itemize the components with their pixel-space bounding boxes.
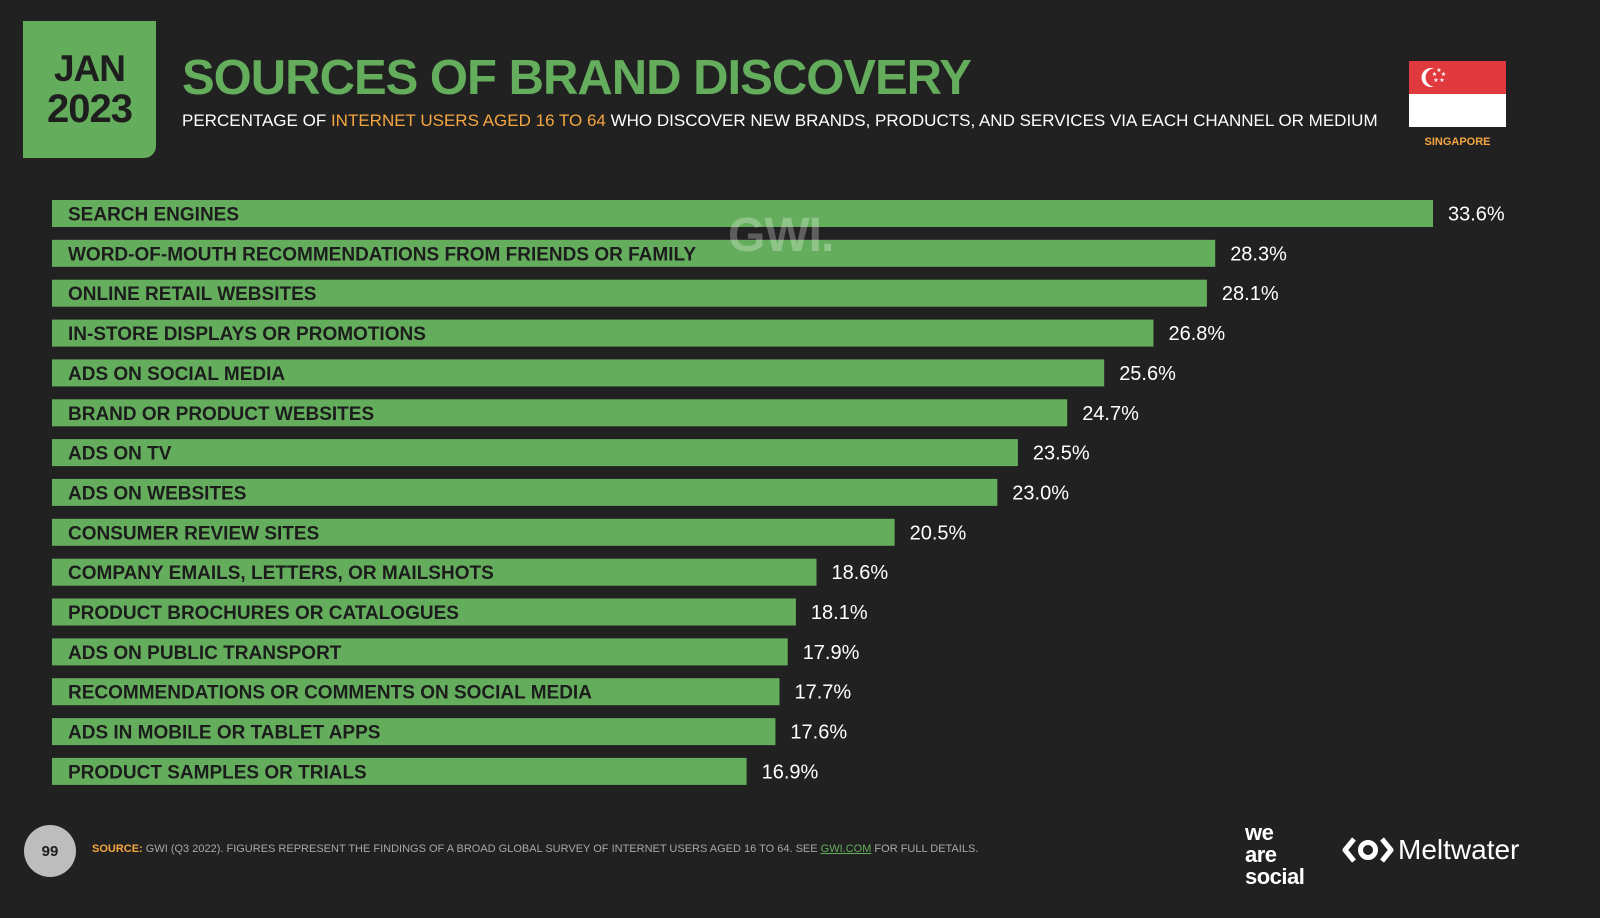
singapore-flag-icon: ★ ★ ★ ★ ★ xyxy=(1409,61,1506,127)
bar-value-label: 18.6% xyxy=(832,562,889,584)
bar-value-label: 17.9% xyxy=(803,642,860,664)
bar-value-label: 28.3% xyxy=(1230,243,1287,265)
bar-category-label: CONSUMER REVIEW SITES xyxy=(68,523,319,544)
bar-value-label: 20.5% xyxy=(910,522,967,544)
subtitle-pre: PERCENTAGE OF xyxy=(182,111,331,130)
svg-text:★: ★ xyxy=(1436,67,1441,74)
bar-value-label: 17.7% xyxy=(795,682,852,704)
bar-category-label: BRAND OR PRODUCT WEBSITES xyxy=(68,404,374,425)
source-text: GWI (Q3 2022). FIGURES REPRESENT THE FIN… xyxy=(142,843,821,855)
bar-category-label: COMPANY EMAILS, LETTERS, OR MAILSHOTS xyxy=(68,563,494,584)
bar-value-label: 33.6% xyxy=(1448,204,1505,226)
meltwater-mark-icon xyxy=(1342,837,1394,863)
page-number: 99 xyxy=(24,825,76,877)
bar-value-label: 23.5% xyxy=(1033,443,1090,465)
bar xyxy=(52,359,1105,387)
svg-text:★: ★ xyxy=(1432,71,1437,78)
bar-category-label: ONLINE RETAIL WEBSITES xyxy=(68,284,316,305)
bar xyxy=(52,319,1154,347)
bar-category-label: ADS ON TV xyxy=(68,444,172,465)
bar-category-label: ADS ON WEBSITES xyxy=(68,483,246,504)
bar-value-label: 23.0% xyxy=(1012,482,1069,504)
bar-category-label: PRODUCT BROCHURES OR CATALOGUES xyxy=(68,603,459,624)
logo-line-we: we xyxy=(1245,820,1274,845)
country-label: SINGAPORE xyxy=(1424,136,1491,148)
bar xyxy=(52,399,1068,427)
svg-text:★: ★ xyxy=(1441,71,1446,78)
bar-value-label: 17.6% xyxy=(790,722,847,744)
date-year: 2023 xyxy=(47,87,133,131)
bar xyxy=(52,279,1207,307)
bar-value-label: 26.8% xyxy=(1169,323,1226,345)
date-month: JAN xyxy=(53,48,126,89)
bar-category-label: PRODUCT SAMPLES OR TRIALS xyxy=(68,762,367,783)
page-subtitle: PERCENTAGE OF INTERNET USERS AGED 16 TO … xyxy=(182,111,1378,131)
date-badge: JAN 2023 xyxy=(23,21,156,158)
bar-value-label: 25.6% xyxy=(1119,363,1176,385)
source-label: SOURCE: xyxy=(92,843,143,855)
source-note: SOURCE: GWI (Q3 2022). FIGURES REPRESENT… xyxy=(92,843,978,855)
logo-line-are: are xyxy=(1245,842,1277,867)
source-tail: FOR FULL DETAILS. xyxy=(871,843,979,855)
bar xyxy=(52,718,776,746)
bar-category-label: ADS ON PUBLIC TRANSPORT xyxy=(68,643,342,664)
we-are-social-logo: we are social xyxy=(1245,820,1305,889)
logo-line-social: social xyxy=(1245,864,1305,889)
bar-value-label: 16.9% xyxy=(762,761,819,783)
bar xyxy=(52,558,817,586)
bar xyxy=(52,757,747,785)
bar xyxy=(52,598,796,626)
subtitle-highlight: INTERNET USERS AGED 16 TO 64 xyxy=(330,111,606,130)
gwi-watermark: GWI. xyxy=(728,209,834,262)
bar-category-label: IN-STORE DISPLAYS OR PROMOTIONS xyxy=(68,324,426,345)
bar xyxy=(52,518,895,546)
subtitle-post: WHO DISCOVER NEW BRANDS, PRODUCTS, AND S… xyxy=(605,111,1378,130)
bar-category-label: ADS IN MOBILE OR TABLET APPS xyxy=(68,723,380,744)
page-title: SOURCES OF BRAND DISCOVERY xyxy=(182,51,972,105)
bar-value-label: 28.1% xyxy=(1222,283,1279,305)
bar-category-label: ADS ON SOCIAL MEDIA xyxy=(68,364,285,385)
bar-category-label: SEARCH ENGINES xyxy=(68,205,239,226)
svg-text:★: ★ xyxy=(1433,77,1438,84)
bar xyxy=(52,200,1433,227)
meltwater-wordmark: Meltwater xyxy=(1398,834,1520,865)
meltwater-logo: Meltwater xyxy=(1342,834,1519,866)
bar-category-label: RECOMMENDATIONS OR COMMENTS ON SOCIAL ME… xyxy=(68,683,592,704)
bar xyxy=(52,638,788,666)
bar-category-label: WORD-OF-MOUTH RECOMMENDATIONS FROM FRIEN… xyxy=(68,244,696,265)
bar-value-label: 18.1% xyxy=(811,602,868,624)
source-link[interactable]: GWI.COM xyxy=(820,843,872,855)
bar xyxy=(52,439,1018,467)
bar xyxy=(52,678,780,706)
bar xyxy=(52,239,1216,267)
svg-text:★: ★ xyxy=(1439,77,1444,84)
bar xyxy=(52,478,998,506)
bar-value-label: 24.7% xyxy=(1082,403,1139,425)
